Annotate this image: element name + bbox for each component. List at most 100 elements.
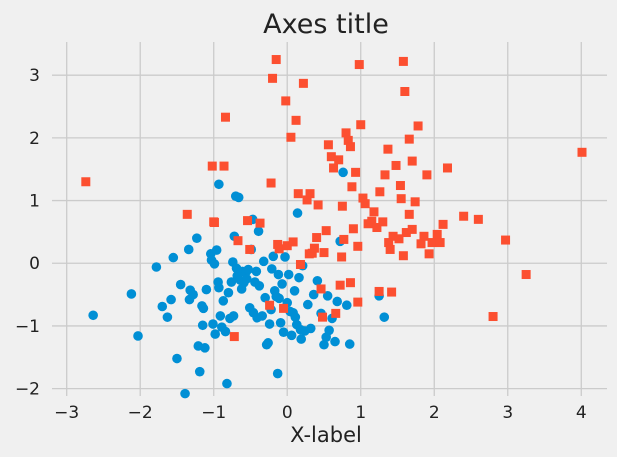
data-point-circle <box>242 274 252 284</box>
data-point-square <box>81 177 91 187</box>
data-point-square <box>219 161 229 171</box>
data-point-square <box>351 167 361 177</box>
x-tick-label: 3 <box>502 403 513 423</box>
data-point-square <box>288 237 298 247</box>
data-point-circle <box>180 388 190 399</box>
data-point-square <box>353 241 363 251</box>
data-point-circle <box>218 296 229 306</box>
data-point-square <box>291 115 301 125</box>
data-point-square <box>268 73 278 83</box>
data-point-circle <box>228 311 239 321</box>
data-point-square <box>400 87 410 97</box>
data-point-circle <box>303 299 313 310</box>
data-point-square <box>384 238 394 248</box>
data-point-square <box>380 170 390 180</box>
data-point-square <box>372 223 382 233</box>
data-point-circle <box>280 252 290 262</box>
data-point-circle <box>266 264 277 274</box>
data-point-circle <box>166 294 176 305</box>
data-point-square <box>326 152 336 162</box>
x-tick-label: 4 <box>576 403 587 423</box>
data-point-circle <box>273 269 284 280</box>
data-point-square <box>488 312 498 322</box>
data-point-circle <box>258 256 269 267</box>
data-point-circle <box>197 320 208 331</box>
data-point-square <box>404 209 414 219</box>
x-tick-label: 2 <box>429 403 440 423</box>
data-point-circle <box>289 286 300 296</box>
data-point-square <box>394 234 404 244</box>
data-point-circle <box>133 331 143 341</box>
data-point-square <box>266 178 276 188</box>
data-point-square <box>442 163 452 173</box>
x-axis-label: X-label <box>290 423 362 447</box>
data-point-circle <box>214 179 224 190</box>
data-point-square <box>341 128 351 138</box>
data-point-square <box>255 218 265 228</box>
data-point-square <box>295 259 305 269</box>
y-tick-label: 2 <box>29 129 40 149</box>
data-point-square <box>348 224 358 234</box>
data-point-square <box>343 135 353 145</box>
data-point-square <box>398 251 408 261</box>
data-point-circle <box>168 252 179 263</box>
data-point-circle <box>214 282 224 293</box>
data-point-square <box>265 300 275 310</box>
data-point-circle <box>151 262 162 272</box>
data-point-circle <box>308 289 319 300</box>
data-point-circle <box>341 300 352 311</box>
data-point-square <box>305 189 315 199</box>
y-tick-label: 1 <box>29 192 40 212</box>
data-point-square <box>229 332 239 342</box>
data-point-square <box>279 303 289 313</box>
data-point-square <box>395 181 405 191</box>
data-point-circle <box>183 244 194 255</box>
data-point-circle <box>290 312 301 322</box>
data-point-circle <box>294 272 304 283</box>
data-point-square <box>293 189 303 199</box>
data-point-square <box>473 214 483 224</box>
data-point-circle <box>268 251 279 262</box>
data-point-square <box>319 248 329 258</box>
data-point-circle <box>88 310 98 321</box>
data-point-circle <box>194 366 205 377</box>
data-point-square <box>385 244 395 254</box>
data-point-circle <box>222 378 232 389</box>
data-point-circle <box>274 293 284 304</box>
data-point-square <box>374 286 384 296</box>
data-point-circle <box>296 334 306 344</box>
data-point-square <box>302 195 312 205</box>
data-point-square <box>243 216 253 226</box>
data-point-square <box>413 121 423 131</box>
data-point-square <box>353 297 363 307</box>
data-point-circle <box>344 339 355 349</box>
data-point-circle <box>305 323 316 334</box>
data-point-circle <box>200 343 210 353</box>
y-tick-label: 0 <box>29 254 40 274</box>
data-point-square <box>182 209 192 219</box>
data-point-circle <box>172 353 182 364</box>
data-point-square <box>398 56 408 66</box>
data-point-circle <box>201 284 212 295</box>
data-point-circle <box>257 311 268 321</box>
data-point-circle <box>263 338 273 348</box>
data-point-square <box>459 211 469 221</box>
data-point-circle <box>175 279 186 290</box>
data-point-circle <box>319 339 329 350</box>
data-point-square <box>401 228 411 238</box>
data-point-square <box>339 234 349 244</box>
data-point-square <box>318 312 328 322</box>
chart-title: Axes title <box>263 9 389 40</box>
data-point-square <box>367 216 377 226</box>
data-point-circle <box>209 259 220 269</box>
data-point-square <box>347 182 357 192</box>
data-point-square <box>407 156 417 166</box>
data-point-square <box>422 170 432 180</box>
data-point-square <box>209 218 219 227</box>
data-point-circle <box>192 233 202 243</box>
data-point-circle <box>215 311 226 321</box>
data-point-circle <box>278 327 289 337</box>
data-point-circle <box>277 279 287 289</box>
data-point-square <box>354 60 364 70</box>
data-point-square <box>407 224 417 234</box>
